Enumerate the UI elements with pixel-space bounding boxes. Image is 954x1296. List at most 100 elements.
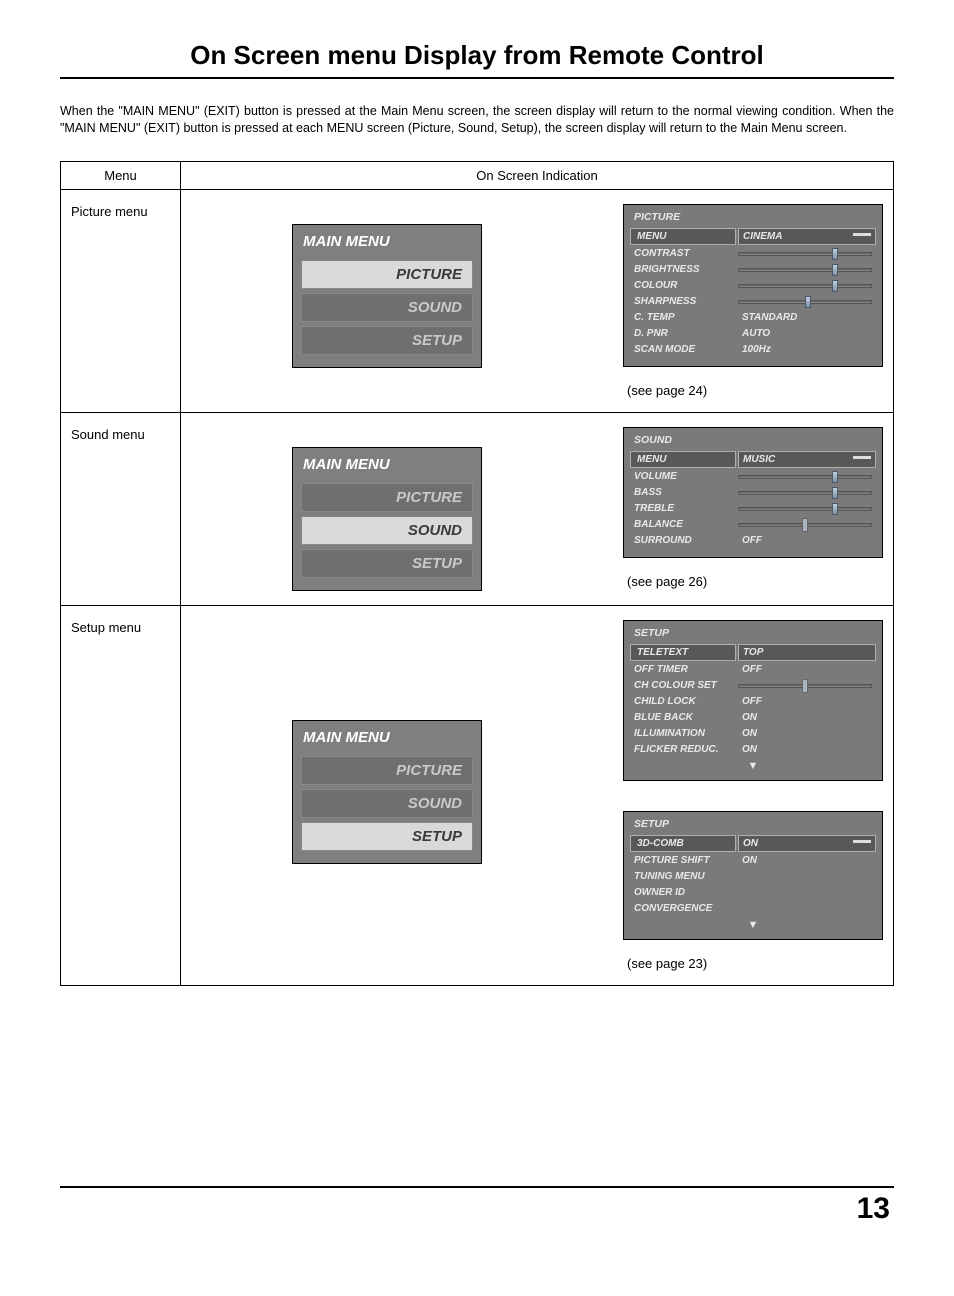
setup-3dcomb-value: ON [738,835,876,852]
osd-sound: SOUND MENUMUSIC VOLUME BASS TREBLE BALAN… [623,427,883,558]
osd-setup2-header: SETUP [628,814,878,834]
osd-sound-header: SOUND [628,430,878,450]
bass-slider[interactable] [738,487,872,497]
picture-indication-cell: MAIN MENU PICTURE SOUND SETUP PICTURE ME… [181,189,894,412]
contrast-slider[interactable] [738,248,872,258]
main-menu-setup: MAIN MENU PICTURE SOUND SETUP [292,720,482,864]
row-setup: Setup menu MAIN MENU PICTURE SOUND SETUP… [61,605,894,985]
main-menu-item-picture-3[interactable]: PICTURE [301,756,473,785]
main-menu-sound: MAIN MENU PICTURE SOUND SETUP [292,447,482,591]
main-menu-item-setup-3[interactable]: SETUP [301,822,473,851]
picture-scanmode-value: 100Hz [738,342,878,357]
row-picture: Picture menu MAIN MENU PICTURE SOUND SET… [61,189,894,412]
treble-slider[interactable] [738,503,872,513]
main-menu-title: MAIN MENU [293,231,481,256]
osd-picture: PICTURE MENUCINEMA CONTRAST BRIGHTNESS C… [623,204,883,367]
menu-table: Menu On Screen Indication Picture menu M… [60,161,894,986]
setup-childlock-value: OFF [738,694,878,709]
osd-setup-1: SETUP TELETEXTTOP OFF TIMEROFF CH COLOUR… [623,620,883,781]
picture-menu-row-value: CINEMA [738,228,876,245]
sharpness-slider[interactable] [738,296,872,306]
volume-slider[interactable] [738,471,872,481]
picture-dpnr-value: AUTO [738,326,878,341]
balance-slider[interactable] [738,519,872,529]
osd-setup2-arrow-down-icon[interactable]: ▼ [628,917,878,931]
osd-picture-header: PICTURE [628,207,878,227]
scroll-indicator [853,233,871,236]
picture-ctemp-label[interactable]: C. TEMP [628,310,738,325]
osd-setup1-header: SETUP [628,623,878,643]
title-rule [60,77,894,79]
sound-treble-label[interactable]: TREBLE [628,501,738,516]
setup-chcolour-label[interactable]: CH COLOUR SET [628,678,738,693]
setup-flicker-label[interactable]: FLICKER REDUC. [628,742,738,757]
picture-sharpness-label[interactable]: SHARPNESS [628,294,738,309]
sound-menu-row-value: MUSIC [738,451,876,468]
setup-teletext-value: TOP [738,644,876,661]
page-title: On Screen menu Display from Remote Contr… [60,40,894,71]
sound-menu-label: Sound menu [61,412,181,605]
setup-tuning-value [738,874,878,878]
picture-menu-row-label[interactable]: MENU [630,228,736,245]
header-menu: Menu [61,161,181,189]
picture-ctemp-value: STANDARD [738,310,878,325]
colour-slider[interactable] [738,280,872,290]
sound-bass-label[interactable]: BASS [628,485,738,500]
main-menu-title-2: MAIN MENU [293,454,481,479]
setup-childlock-label[interactable]: CHILD LOCK [628,694,738,709]
main-menu-item-setup-2[interactable]: SETUP [301,549,473,578]
osd-setup-2: SETUP 3D-COMBON PICTURE SHIFTON TUNING M… [623,811,883,940]
intro-paragraph: When the "MAIN MENU" (EXIT) button is pr… [60,103,894,137]
picture-menu-label: Picture menu [61,189,181,412]
main-menu-item-sound[interactable]: SOUND [301,293,473,322]
main-menu-item-picture-2[interactable]: PICTURE [301,483,473,512]
sound-see-page: (see page 26) [627,574,883,589]
picture-see-page: (see page 24) [627,383,883,398]
sound-surround-value: OFF [738,533,878,548]
page-container: On Screen menu Display from Remote Contr… [0,0,954,1296]
setup-convergence-value [738,906,878,910]
setup-3dcomb-label[interactable]: 3D-COMB [630,835,736,852]
main-menu-item-sound-2[interactable]: SOUND [301,516,473,545]
scroll-indicator-2 [853,456,871,459]
picture-contrast-label[interactable]: CONTRAST [628,246,738,261]
setup-convergence-label[interactable]: CONVERGENCE [628,901,738,916]
main-menu-title-3: MAIN MENU [293,727,481,752]
picture-brightness-label[interactable]: BRIGHTNESS [628,262,738,277]
setup-illumination-value: ON [738,726,878,741]
setup-illumination-label[interactable]: ILLUMINATION [628,726,738,741]
setup-picshift-label[interactable]: PICTURE SHIFT [628,853,738,868]
scroll-indicator-3 [853,840,871,843]
setup-blueback-value: ON [738,710,878,725]
setup-tuning-label[interactable]: TUNING MENU [628,869,738,884]
osd-setup1-arrow-down-icon[interactable]: ▼ [628,758,878,772]
main-menu-item-setup[interactable]: SETUP [301,326,473,355]
setup-teletext-label[interactable]: TELETEXT [630,644,736,661]
header-indication: On Screen Indication [181,161,894,189]
main-menu-item-picture[interactable]: PICTURE [301,260,473,289]
setup-see-page: (see page 23) [627,956,883,971]
sound-surround-label[interactable]: SURROUND [628,533,738,548]
setup-menu-label: Setup menu [61,605,181,985]
picture-scanmode-label[interactable]: SCAN MODE [628,342,738,357]
setup-ownerid-value [738,890,878,894]
footer-rule [60,1186,894,1188]
sound-volume-label[interactable]: VOLUME [628,469,738,484]
setup-picshift-value: ON [738,853,878,868]
main-menu-item-sound-3[interactable]: SOUND [301,789,473,818]
page-number: 13 [60,1192,894,1226]
setup-offtimer-label[interactable]: OFF TIMER [628,662,738,677]
setup-offtimer-value: OFF [738,662,878,677]
picture-dpnr-label[interactable]: D. PNR [628,326,738,341]
sound-balance-label[interactable]: BALANCE [628,517,738,532]
row-sound: Sound menu MAIN MENU PICTURE SOUND SETUP… [61,412,894,605]
brightness-slider[interactable] [738,264,872,274]
setup-indication-cell: MAIN MENU PICTURE SOUND SETUP SETUP TELE… [181,605,894,985]
main-menu-picture: MAIN MENU PICTURE SOUND SETUP [292,224,482,368]
setup-blueback-label[interactable]: BLUE BACK [628,710,738,725]
chcolour-slider[interactable] [738,680,872,690]
setup-flicker-value: ON [738,742,878,757]
sound-menu-row-label[interactable]: MENU [630,451,736,468]
picture-colour-label[interactable]: COLOUR [628,278,738,293]
setup-ownerid-label[interactable]: OWNER ID [628,885,738,900]
